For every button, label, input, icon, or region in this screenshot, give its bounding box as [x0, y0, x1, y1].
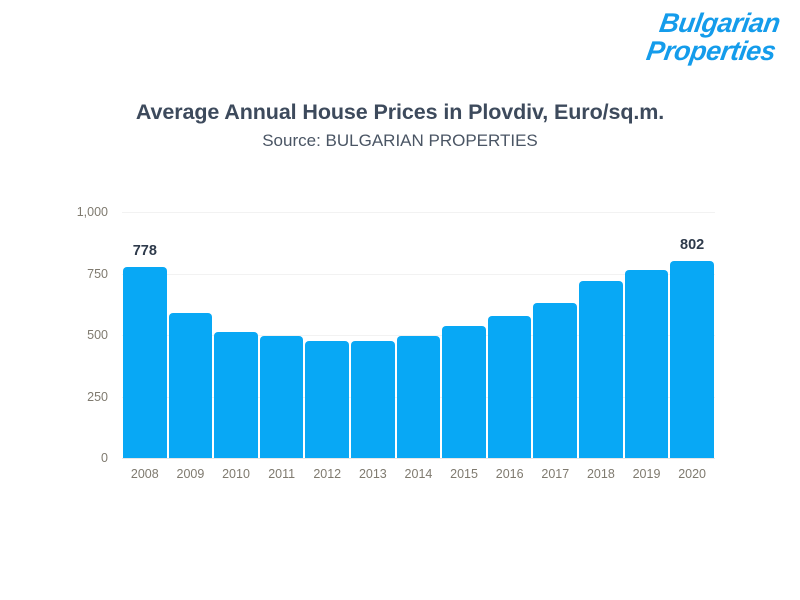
gridline [122, 273, 715, 275]
y-axis-tick-label: 0 [101, 451, 108, 465]
bar[interactable] [624, 270, 669, 458]
bar-value-label: 778 [132, 242, 157, 259]
bar-slot: 802 2020 [669, 212, 715, 481]
bar-slot: 2019 [624, 212, 670, 481]
x-axis-tick-label: 2019 [632, 467, 661, 481]
gridline [122, 458, 715, 459]
y-axis-tick-label: 1,000 [76, 205, 108, 219]
bulgarian-properties-logo: Bulgarian Properties [644, 8, 783, 66]
bar-slot: 2017 [532, 212, 578, 481]
gridline [122, 335, 715, 336]
bar[interactable] [351, 341, 395, 458]
chart-title: Average Annual House Prices in Plovdiv, … [135, 100, 665, 124]
bar-slot: 2011 [259, 212, 305, 481]
bar[interactable] [168, 313, 213, 458]
bar-slot: 2014 [396, 212, 442, 481]
x-axis-tick-label: 2015 [450, 467, 478, 481]
x-axis-tick-label: 2017 [541, 467, 570, 481]
bar[interactable] [396, 336, 441, 458]
chart-subtitle: Source: BULGARIAN PROPERTIES [262, 131, 538, 150]
bar-slot: 2016 [487, 212, 533, 481]
x-axis-tick-label: 2012 [313, 467, 342, 481]
bar[interactable] [214, 331, 258, 458]
x-axis-tick-label: 2010 [222, 467, 250, 481]
bar-series: 778 2008 2009 2010 2011 2012 2013 2014 2015 2016 2… [122, 212, 715, 481]
bar[interactable] [123, 266, 167, 458]
plot-area: 1,000 750 500 250 0 778 2008 2009 2010 2011 2012 2… [77, 205, 715, 481]
bar[interactable] [487, 316, 532, 458]
bar[interactable] [305, 340, 350, 458]
bar-slot: 2018 [578, 212, 624, 481]
logo-line-1: Bulgarian [657, 8, 783, 38]
bar[interactable] [442, 326, 486, 458]
logo-line-2: Properties [644, 36, 779, 66]
x-axis-tick-label: 2013 [358, 467, 387, 481]
bar-slot: 2010 [213, 212, 259, 481]
bar-slot: 778 2008 [122, 212, 168, 481]
bar-value-label: 802 [680, 236, 705, 253]
x-axis-tick-label: 2008 [130, 467, 159, 481]
bar[interactable] [533, 303, 578, 458]
y-axis-tick-label: 750 [87, 266, 108, 281]
bar[interactable] [670, 260, 714, 458]
x-axis-tick-label: 2016 [495, 467, 524, 481]
bar-slot: 2009 [168, 212, 214, 481]
bar-slot: 2012 [304, 212, 350, 481]
x-axis-tick-label: 2014 [404, 467, 433, 481]
bar-slot: 2013 [350, 212, 396, 481]
x-axis-tick-label: 2009 [176, 467, 205, 481]
bar-slot: 2015 [441, 212, 487, 481]
bar[interactable] [579, 281, 623, 458]
x-axis-tick-label: 2011 [268, 467, 296, 481]
x-axis-tick-label: 2018 [586, 467, 615, 481]
x-axis-tick-label: 2020 [678, 467, 707, 481]
bar[interactable] [259, 335, 304, 458]
y-axis-tick-label: 500 [87, 328, 108, 342]
gridline [122, 212, 715, 213]
y-axis-tick-label: 250 [87, 389, 108, 404]
